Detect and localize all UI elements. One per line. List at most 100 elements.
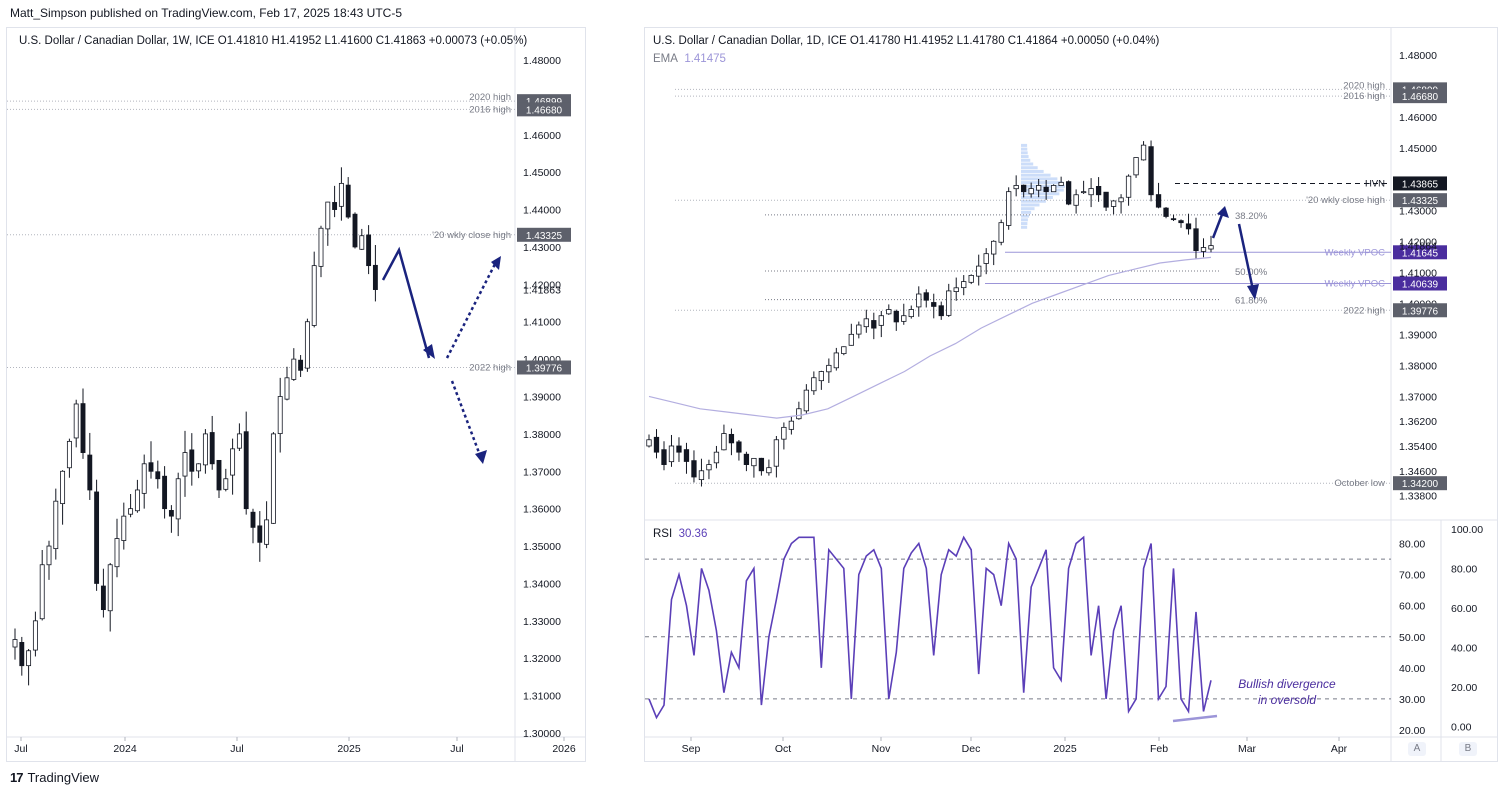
- level-badge: [517, 227, 571, 242]
- daily-candle: [848, 333, 854, 346]
- daily-candle: [683, 449, 690, 462]
- daily-candle: [1021, 184, 1027, 193]
- level-badge: [1393, 245, 1447, 260]
- daily-candle: [706, 464, 712, 471]
- weekly-candle: [270, 433, 276, 524]
- daily-candle: [1088, 188, 1094, 196]
- weekly-candle: [73, 403, 79, 439]
- time-tick-label: Jul: [230, 743, 243, 755]
- daily-candle: [961, 281, 967, 289]
- weekly-candle: [39, 564, 45, 620]
- volume-profile-bar: [1021, 188, 1064, 192]
- level-label: HVN: [1365, 178, 1385, 189]
- daily-candle: [1193, 228, 1199, 251]
- level-label: 2022 high: [1343, 305, 1385, 316]
- arrowhead: [1247, 284, 1259, 300]
- weekly-candle: [162, 475, 168, 510]
- footer: 17 TradingView: [10, 770, 99, 785]
- daily-candle: [871, 320, 877, 329]
- time-tick-label: 2025: [337, 743, 361, 755]
- daily-candle: [946, 290, 952, 316]
- daily-candle: [1155, 194, 1162, 208]
- price-tick-label: 1.38000: [1399, 360, 1437, 372]
- daily-candle: [1170, 218, 1177, 221]
- daily-candle: [1013, 185, 1019, 190]
- level-label: 2020 high: [1343, 80, 1385, 91]
- level-badge-text: 1.39776: [526, 363, 563, 374]
- daily-candle: [1058, 181, 1064, 186]
- ema-label: EMA: [653, 53, 678, 65]
- price-tick-label: 1.39000: [523, 392, 561, 404]
- level-badge-text: 1.39776: [1402, 306, 1439, 317]
- weekly-candle: [311, 265, 317, 326]
- time-tick-label: Feb: [1150, 743, 1168, 755]
- daily-candle: [968, 274, 974, 283]
- volume-profile-bar: [1021, 177, 1058, 181]
- price-tick-label: 1.48000: [523, 55, 561, 67]
- time-tick-label: Sep: [682, 743, 701, 755]
- volume-profile-bar: [1021, 151, 1028, 155]
- price-tick-label: 1.39000: [1399, 329, 1437, 341]
- level-label: 2020 high: [469, 92, 511, 103]
- price-tick-label: 1.38000: [523, 429, 561, 441]
- daily-candle: [691, 460, 697, 478]
- daily-candle: [1065, 181, 1072, 205]
- volume-profile-bar: [1021, 207, 1035, 211]
- weekly-candle: [189, 449, 195, 472]
- time-tick-label: Jul: [14, 743, 27, 755]
- volume-profile-bar: [1021, 222, 1028, 226]
- daily-candle: [1050, 185, 1057, 193]
- last-price-label: 1.41863: [523, 284, 561, 296]
- daily-candle: [1006, 191, 1012, 226]
- daily-candle: [1118, 197, 1124, 203]
- weekly-candle: [107, 564, 113, 612]
- daily-candle: [991, 240, 997, 255]
- weekly-candle: [175, 478, 181, 520]
- price-tick-label: 1.45000: [523, 167, 561, 179]
- daily-candle: [1208, 245, 1214, 250]
- weekly-candle: [345, 184, 351, 218]
- daily-candle: [788, 420, 795, 430]
- daily-candle: [811, 377, 817, 392]
- daily-candle: [1148, 146, 1154, 196]
- volume-profile-bar: [1021, 173, 1051, 177]
- weekly-candle: [141, 463, 147, 494]
- arrowhead: [423, 344, 435, 359]
- daily-chart-title: U.S. Dollar / Canadian Dollar, 1D, ICE O…: [653, 35, 1160, 47]
- daily-candlestick-chart[interactable]: 1.480001.470001.460001.450001.430001.420…: [645, 28, 1497, 761]
- daily-candle: [676, 445, 682, 453]
- daily-candle: [826, 364, 832, 373]
- level-label: '20 wkly close high: [432, 230, 511, 241]
- weekly-candle: [168, 510, 174, 517]
- price-tick-label: 1.34600: [1399, 466, 1437, 478]
- level-label: 2016 high: [1343, 91, 1385, 102]
- weekly-chart-panel[interactable]: U.S. Dollar / Canadian Dollar, 1W, ICE O…: [6, 27, 586, 762]
- volume-profile-bar: [1021, 155, 1029, 159]
- weekly-candle: [304, 321, 310, 369]
- weekly-candle: [291, 358, 297, 380]
- scale-button-a[interactable]: A: [1408, 742, 1426, 756]
- fib-label: 61.80%: [1235, 296, 1268, 307]
- daily-chart-panel[interactable]: U.S. Dollar / Canadian Dollar, 1D, ICE O…: [644, 27, 1498, 762]
- level-badge: [1393, 303, 1447, 318]
- scale-button-b[interactable]: B: [1459, 742, 1477, 756]
- ema-legend: EMA 1.41475: [653, 53, 726, 65]
- tradingview-logo-icon: 17: [10, 770, 24, 785]
- daily-candle: [938, 305, 944, 317]
- divergence-annotation-line1: Bullish divergence: [1238, 677, 1336, 691]
- weekly-candlestick-chart[interactable]: 1.480001.470001.460001.450001.440001.430…: [7, 28, 585, 761]
- price-tick-label: 1.37000: [523, 466, 561, 478]
- time-tick-label: 2026: [552, 743, 576, 755]
- daily-candle: [1095, 186, 1102, 196]
- price-tick-label: 1.43000: [1399, 205, 1437, 217]
- last-price-label: 1.41864: [1399, 241, 1437, 253]
- level-badge: [1393, 276, 1447, 291]
- price-tick-label: 1.35400: [1399, 441, 1437, 453]
- weekly-candle: [202, 433, 208, 466]
- weekly-candle: [155, 471, 161, 480]
- weekly-candle: [277, 396, 283, 435]
- daily-candle: [781, 426, 787, 440]
- weekly-candle: [53, 500, 59, 550]
- time-tick-label: 2025: [1053, 743, 1077, 755]
- volume-profile-bar: [1021, 162, 1034, 166]
